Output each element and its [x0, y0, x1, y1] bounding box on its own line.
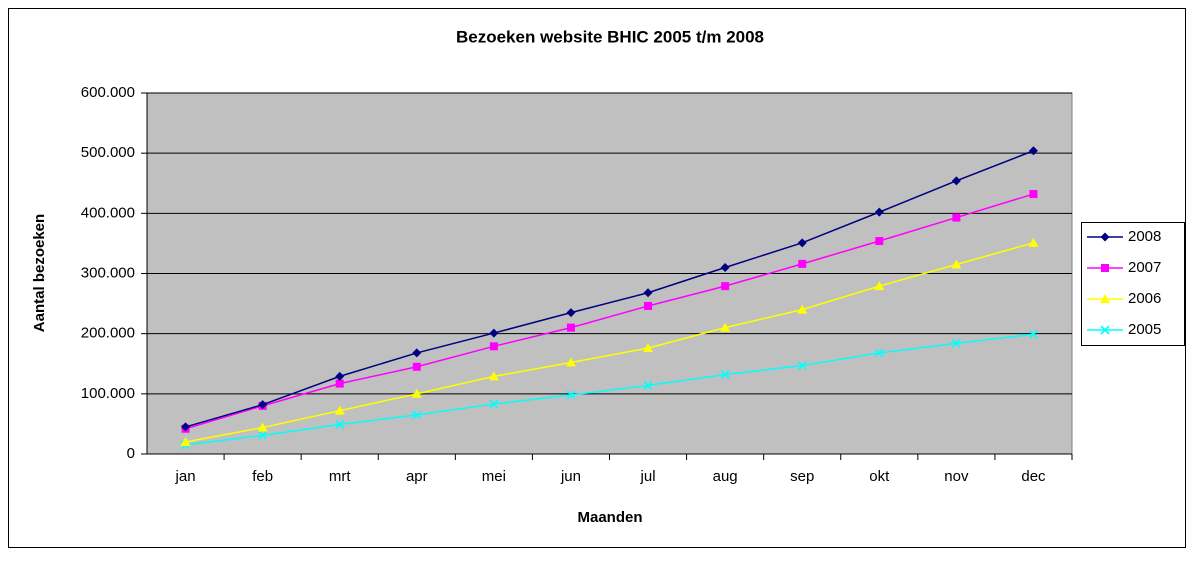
y-tick-label: 300.000: [81, 264, 135, 281]
marker: [412, 410, 422, 420]
series-line: [185, 333, 1034, 446]
marker: [952, 213, 961, 222]
marker: [566, 390, 576, 400]
marker: [489, 328, 499, 338]
marker: [951, 176, 961, 186]
marker: [1029, 190, 1038, 199]
series-line: [185, 193, 1034, 430]
marker: [335, 371, 345, 381]
marker: [489, 399, 499, 409]
marker: [180, 436, 191, 446]
marker: [643, 380, 653, 390]
chart-title: Bezoeken website BHIC 2005 t/m 2008: [456, 27, 764, 46]
marker: [258, 400, 268, 410]
marker: [489, 342, 498, 351]
marker: [1100, 294, 1110, 303]
y-tick-label: 200.000: [81, 325, 135, 342]
y-tick-label: 100.000: [81, 385, 135, 402]
marker: [412, 348, 422, 358]
marker: [875, 237, 884, 246]
x-tick-label: nov: [944, 468, 969, 485]
marker: [951, 338, 961, 348]
marker: [797, 360, 807, 371]
y-axis-title: Aantal bezoeken: [31, 214, 48, 332]
marker: [411, 388, 422, 398]
legend-label: 2007: [1128, 259, 1161, 276]
marker: [951, 259, 962, 269]
x-tick-label: aug: [713, 468, 738, 485]
marker: [335, 419, 345, 430]
x-tick-label: okt: [869, 468, 890, 485]
marker: [798, 259, 807, 268]
marker: [797, 304, 808, 314]
marker: [258, 430, 268, 440]
marker: [874, 207, 884, 217]
legend-label: 2005: [1128, 321, 1161, 338]
marker: [644, 301, 653, 310]
x-tick-label: sep: [790, 468, 814, 485]
marker: [720, 370, 730, 380]
marker: [797, 238, 807, 248]
x-tick-label: dec: [1021, 468, 1046, 485]
x-axis-title: Maanden: [577, 509, 642, 526]
series-line: [185, 150, 1034, 428]
x-tick-label: jun: [560, 468, 581, 485]
marker: [874, 281, 885, 291]
marker: [565, 357, 576, 367]
legend-box: [1081, 222, 1185, 346]
y-tick-label: 0: [127, 445, 135, 462]
marker: [643, 343, 654, 353]
marker: [566, 308, 576, 318]
legend-label: 2006: [1128, 290, 1161, 307]
y-tick-label: 600.000: [81, 84, 135, 101]
marker: [721, 282, 730, 291]
marker: [1100, 325, 1110, 335]
marker: [488, 371, 499, 381]
x-tick-label: mrt: [329, 468, 351, 485]
marker: [1028, 146, 1038, 156]
series-line: [185, 242, 1034, 443]
y-tick-label: 500.000: [81, 144, 135, 161]
x-tick-label: apr: [406, 468, 428, 485]
marker: [1028, 237, 1039, 247]
x-tick-label: feb: [252, 468, 273, 485]
marker: [1028, 329, 1039, 339]
marker: [334, 405, 345, 415]
x-tick-label: mei: [482, 468, 506, 485]
marker: [257, 422, 268, 432]
marker: [1100, 232, 1110, 242]
marker: [1101, 264, 1109, 272]
marker: [643, 288, 653, 298]
marker: [412, 362, 421, 371]
y-tick-label: 400.000: [81, 204, 135, 221]
legend-label: 2008: [1128, 228, 1161, 245]
marker: [720, 262, 730, 272]
marker: [181, 422, 191, 432]
x-tick-label: jul: [640, 468, 656, 485]
marker: [566, 323, 575, 332]
marker: [335, 379, 344, 388]
marker: [874, 348, 884, 358]
x-tick-label: jan: [175, 468, 196, 485]
marker: [720, 322, 731, 332]
